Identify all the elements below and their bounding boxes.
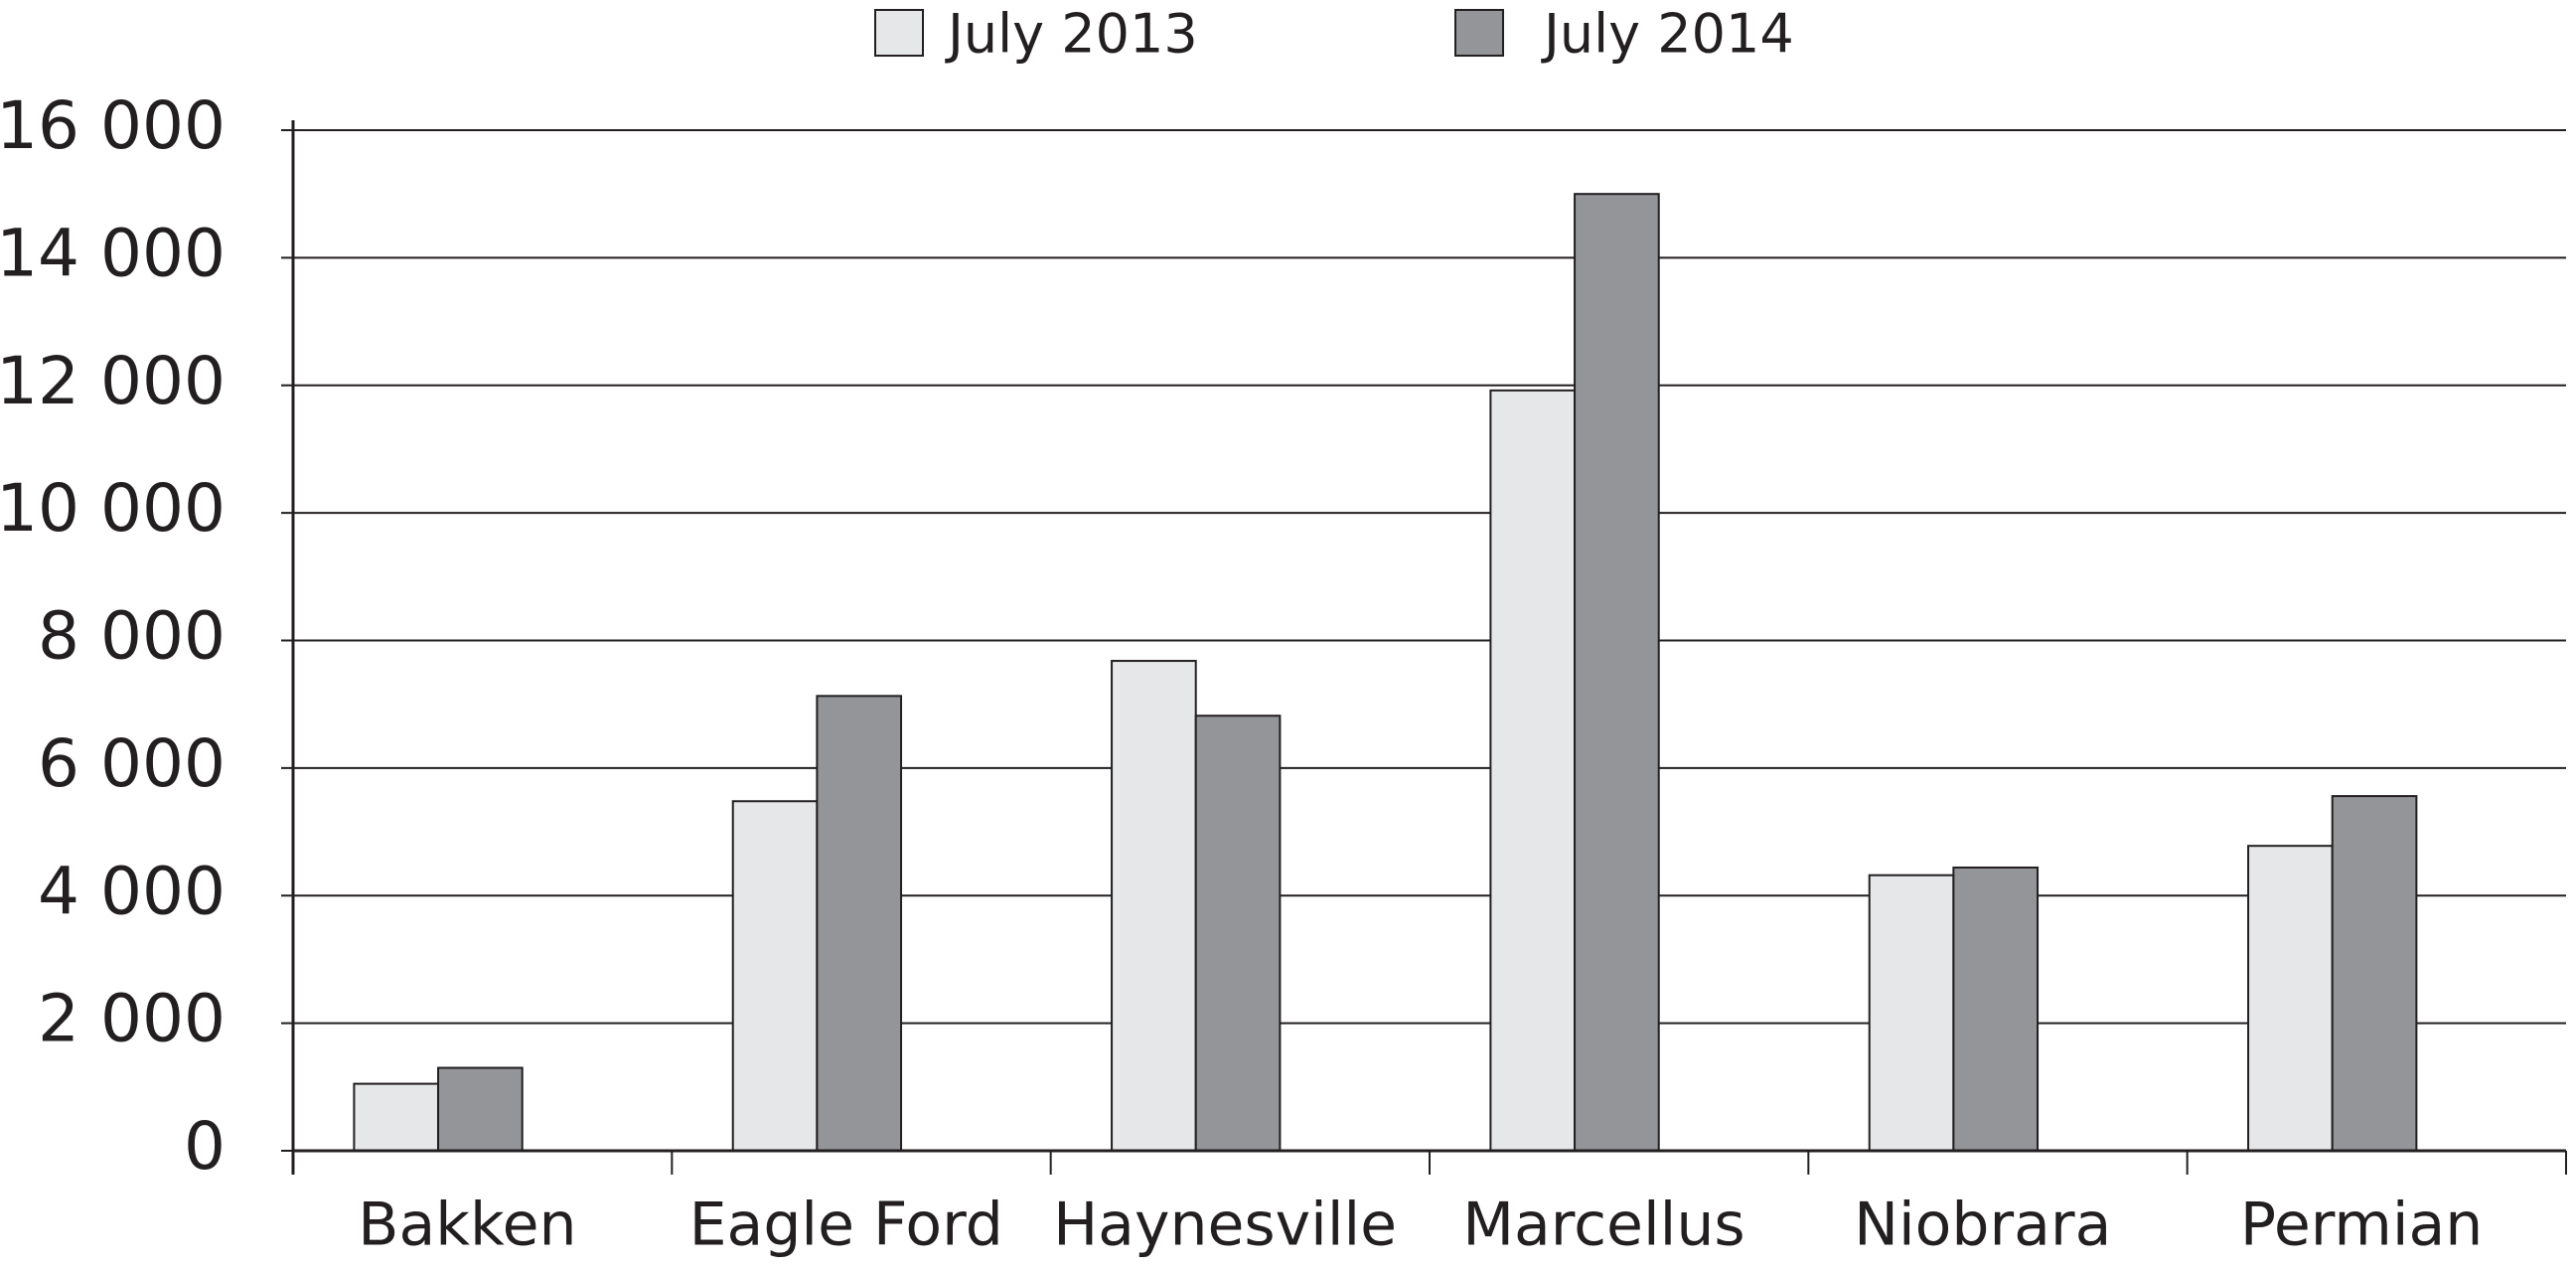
bar xyxy=(1952,867,2040,1152)
bar xyxy=(353,1082,440,1153)
bar xyxy=(1111,660,1197,1152)
bar xyxy=(731,800,819,1152)
bar xyxy=(1194,715,1282,1153)
y-tick-label: 0 xyxy=(184,1108,226,1185)
bar xyxy=(1868,874,1955,1153)
x-tick-label: Haynesville xyxy=(1053,1191,1397,1260)
y-tick-label: 6 000 xyxy=(38,725,226,802)
bar xyxy=(816,695,903,1152)
y-tick-label: 8 000 xyxy=(38,598,226,675)
bar xyxy=(2331,795,2418,1152)
x-tick-label: Permian xyxy=(2240,1191,2483,1260)
y-tick-label: 12 000 xyxy=(0,343,226,419)
y-tick-label: 16 000 xyxy=(0,87,226,164)
x-tick-label: Bakken xyxy=(358,1191,576,1260)
x-tick-label: Eagle Ford xyxy=(689,1191,1003,1260)
bar xyxy=(437,1066,524,1153)
legend-label: July 2014 xyxy=(1541,3,1794,66)
legend-swatch xyxy=(874,9,924,57)
x-tick-label: Niobrara xyxy=(1854,1191,2111,1260)
legend-label: July 2013 xyxy=(945,3,1198,66)
y-tick-label: 10 000 xyxy=(0,470,226,547)
x-tick-label: Marcellus xyxy=(1462,1191,1744,1260)
y-tick-label: 14 000 xyxy=(0,215,226,291)
y-tick-label: 2 000 xyxy=(38,981,226,1057)
y-tick-label: 4 000 xyxy=(38,853,226,929)
bar xyxy=(1574,193,1660,1152)
legend-swatch xyxy=(1454,9,1504,57)
bar xyxy=(2247,845,2334,1153)
bar xyxy=(1489,389,1577,1152)
